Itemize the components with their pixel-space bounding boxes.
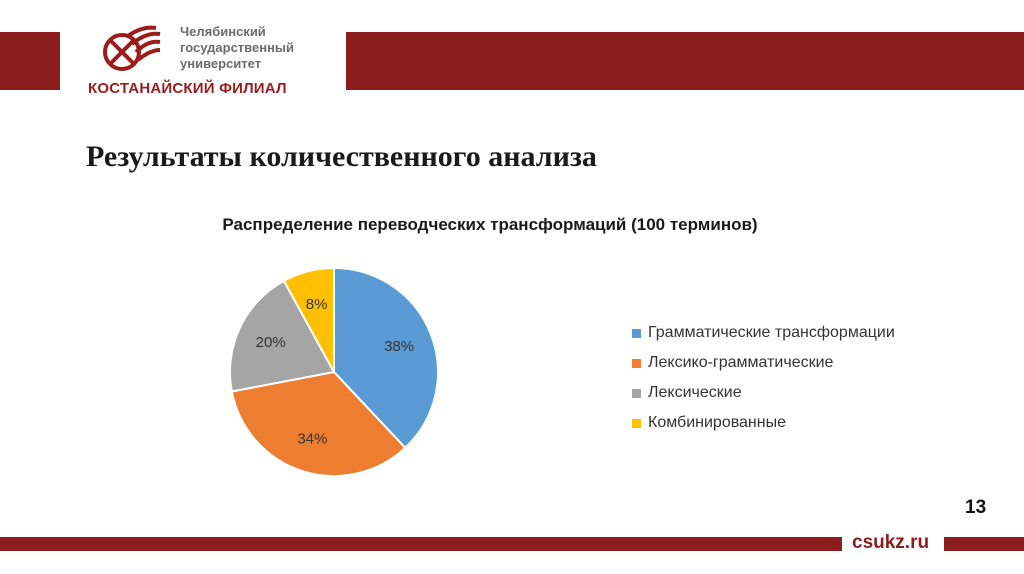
legend-label: Лексические [648, 384, 742, 401]
legend-swatch [632, 328, 641, 338]
university-name-line-3: университет [180, 56, 262, 71]
legend-label: Комбинированные [648, 414, 786, 431]
slice-data-label-2: 34% [297, 431, 327, 448]
legend-label: Грамматические трансформации [648, 324, 895, 341]
legend-item-3: Лексические [632, 378, 895, 408]
header-band-right [346, 32, 1024, 90]
site-url: csukz.ru [852, 532, 930, 553]
pie-chart: 38% 34% 20% 8% [229, 266, 439, 477]
pie-slice-1 [333, 266, 439, 450]
pie-slice-3 [229, 279, 336, 393]
chart-title: Распределение переводческих трансформаци… [222, 215, 758, 234]
footer-band-left [0, 537, 842, 551]
university-emblem-icon [103, 25, 161, 71]
legend-swatch [632, 358, 641, 368]
header-band-left [0, 32, 60, 90]
legend-swatch [632, 418, 641, 428]
page-number: 13 [965, 497, 987, 518]
legend-item-2: Лексико-грамматические [632, 348, 895, 378]
pie-slice-4 [282, 266, 335, 373]
legend-swatch [632, 388, 641, 398]
page-title: Результаты количественного анализа [86, 140, 597, 173]
university-name-line-2: государственный [180, 40, 295, 55]
university-logo: Челябинский государственный университет … [88, 22, 324, 102]
slice-data-label-1: 38% [384, 338, 414, 355]
university-name-line-1: Челябинский [180, 24, 266, 39]
legend-item-1: Грамматические трансформации [632, 318, 895, 348]
legend-item-4: Комбинированные [632, 408, 895, 438]
slice-data-label-4: 8% [306, 296, 328, 313]
legend-label: Лексико-грамматические [648, 354, 834, 371]
pie-slice-2 [230, 370, 407, 477]
branch-name: КОСТАНАЙСКИЙ ФИЛИАЛ [88, 80, 287, 97]
slice-data-label-3: 20% [256, 334, 286, 351]
chart-legend: Грамматические трансформации Лексико-грам… [632, 318, 895, 438]
footer-band-right [944, 537, 1024, 551]
